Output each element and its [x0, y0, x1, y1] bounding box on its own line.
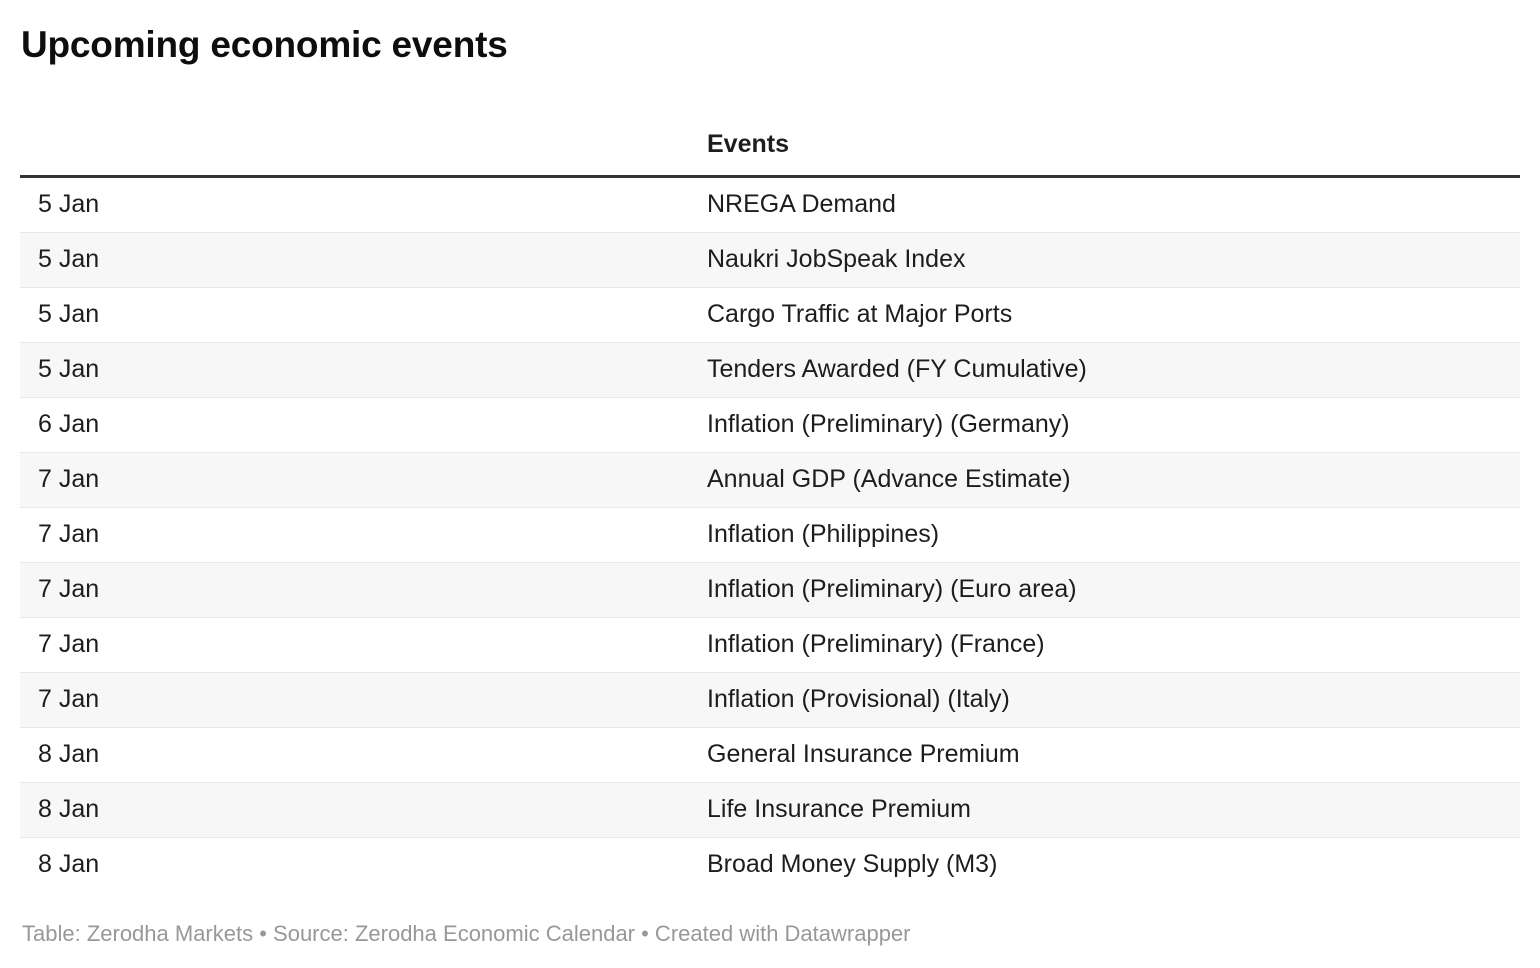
event-cell: Tenders Awarded (FY Cumulative)	[707, 342, 1520, 398]
date-cell: 7 Jan	[20, 452, 707, 508]
event-cell: NREGA Demand	[707, 190, 896, 218]
date-cell: 8 Jan	[20, 727, 707, 783]
table-row: 5 Jan Tenders Awarded (FY Cumulative)	[20, 342, 1520, 398]
table-row: 8 Jan Life Insurance Premium	[20, 782, 1520, 838]
table-row: 7 Jan Inflation (Preliminary) (France)	[20, 617, 1520, 673]
table-row: 7 Jan Annual GDP (Advance Estimate)	[20, 452, 1520, 508]
table-header-row: Events	[20, 68, 1520, 178]
table-attribution: Table: Zerodha Markets • Source: Zerodha…	[22, 921, 911, 946]
table-header-events: Events	[707, 68, 1520, 178]
event-cell: Life Insurance Premium	[707, 782, 1520, 838]
event-cell: Inflation (Philippines)	[707, 507, 1520, 563]
date-cell: 7 Jan	[20, 672, 707, 728]
event-cell: General Insurance Premium	[707, 727, 1520, 783]
event-cell: Cargo Traffic at Major Ports	[707, 287, 1520, 343]
event-cell: Broad Money Supply (M3)	[707, 837, 1520, 892]
date-cell: 5 Jan	[20, 287, 707, 343]
event-cell: Inflation (Preliminary) (Germany)	[707, 397, 1520, 453]
table-body: 5 Jan NREGA Demand 5 Jan Naukri JobSpeak…	[20, 177, 1520, 892]
event-cell: Inflation (Preliminary) (Euro area)	[707, 562, 1520, 618]
events-table: Events 5 Jan NREGA Demand 5 Jan Naukri J…	[20, 68, 1520, 892]
date-cell: 8 Jan	[20, 837, 707, 892]
table-row: 5 Jan NREGA Demand	[20, 177, 1520, 233]
table-row: 8 Jan Broad Money Supply (M3)	[20, 837, 1520, 892]
date-cell: 6 Jan	[20, 397, 707, 453]
date-cell: 5 Jan	[38, 190, 100, 218]
event-cell: Inflation (Provisional) (Italy)	[707, 672, 1520, 728]
date-cell: 5 Jan	[20, 342, 707, 398]
table-row: 7 Jan Inflation (Preliminary) (Euro area…	[20, 562, 1520, 618]
date-cell: 8 Jan	[20, 782, 707, 838]
table-row: 8 Jan General Insurance Premium	[20, 727, 1520, 783]
table-header: Events	[20, 68, 1520, 178]
table-row: 6 Jan Inflation (Preliminary) (Germany)	[20, 397, 1520, 453]
date-cell: 5 Jan	[20, 232, 707, 288]
date-cell: 7 Jan	[20, 617, 707, 673]
table-row: 7 Jan Inflation (Philippines)	[20, 507, 1520, 563]
table-row: 5 Jan Naukri JobSpeak Index	[20, 232, 1520, 288]
date-cell: 7 Jan	[20, 507, 707, 563]
table-row: 7 Jan Inflation (Provisional) (Italy)	[20, 672, 1520, 728]
table-row: 5 Jan Cargo Traffic at Major Ports	[20, 287, 1520, 343]
date-cell: 7 Jan	[20, 562, 707, 618]
event-cell: Naukri JobSpeak Index	[707, 232, 1520, 288]
table-header-date	[20, 68, 707, 178]
event-cell: Annual GDP (Advance Estimate)	[707, 452, 1520, 508]
event-cell: Inflation (Preliminary) (France)	[707, 617, 1520, 673]
page-title: Upcoming economic events	[21, 24, 508, 65]
